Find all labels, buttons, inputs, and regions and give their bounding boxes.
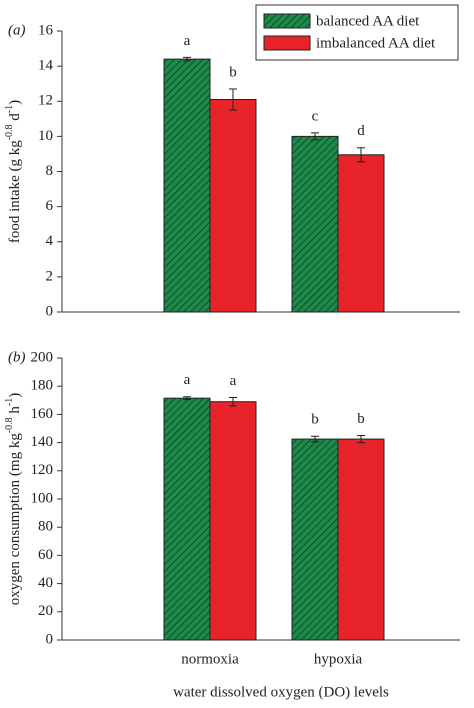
y-label-part: ) [7,393,23,398]
significance-letter: a [230,373,237,389]
y-tick-label: 40 [38,575,53,591]
y-label-part: -0.8 [4,124,15,140]
bar [209,401,257,641]
x-tick-label: hypoxia [314,651,363,667]
y-tick-label: 16 [38,22,54,38]
y-tick-label: 6 [46,198,54,214]
y-tick-label: 2 [46,268,54,284]
y-tick-label: 180 [31,378,54,394]
y-tick-label: 160 [31,406,54,422]
bar [163,58,211,313]
y-label-part: -1 [4,398,15,406]
y-label-part: ) [7,100,23,105]
y-label-part: food intake (g kg [7,140,23,243]
y-tick-label: 0 [46,631,54,647]
y-axis-label: oxygen consumption (mg kg-0.8 h-1) [4,393,23,606]
panel-label: (a) [8,22,26,38]
bar [337,438,385,641]
panel-label: (b) [8,349,26,365]
significance-letter: b [357,411,365,427]
y-tick-label: 4 [46,233,54,249]
significance-letter: a [184,372,191,388]
significance-letter: b [229,64,237,80]
y-label-part: -1 [4,105,15,113]
significance-letter: d [357,123,365,139]
y-tick-label: 20 [38,603,53,619]
significance-letter: a [184,33,191,49]
y-tick-label: 8 [46,163,54,179]
bar [163,397,211,641]
y-tick-label: 0 [46,303,54,319]
y-tick-label: 80 [38,519,53,535]
x-tick-label: normoxia [181,651,239,667]
y-label-part: h [7,406,23,418]
significance-letter: c [312,108,319,124]
significance-letter: b [311,412,319,428]
bar [291,438,339,641]
y-tick-label: 120 [31,462,54,478]
y-tick-label: 10 [38,128,53,144]
legend-swatch [263,13,311,29]
legend-swatch [263,35,311,51]
y-tick-label: 140 [31,434,54,450]
y-label-part: -0.8 [4,417,15,433]
y-label-part: oxygen consumption (mg kg [7,433,23,606]
y-label-part: d [7,113,23,125]
bar [337,154,385,313]
bar [291,135,339,313]
y-tick-label: 100 [31,490,54,506]
y-tick-label: 14 [38,58,54,74]
legend-label: balanced AA diet [316,13,420,29]
y-tick-label: 60 [38,547,53,563]
legend-label: imbalanced AA diet [316,35,436,51]
bar [209,98,257,313]
y-axis-label: food intake (g kg-0.8 d-1) [4,100,23,243]
y-tick-label: 200 [31,349,54,365]
x-axis-label: water dissolved oxygen (DO) levels [173,684,389,700]
y-tick-label: 12 [38,93,53,109]
